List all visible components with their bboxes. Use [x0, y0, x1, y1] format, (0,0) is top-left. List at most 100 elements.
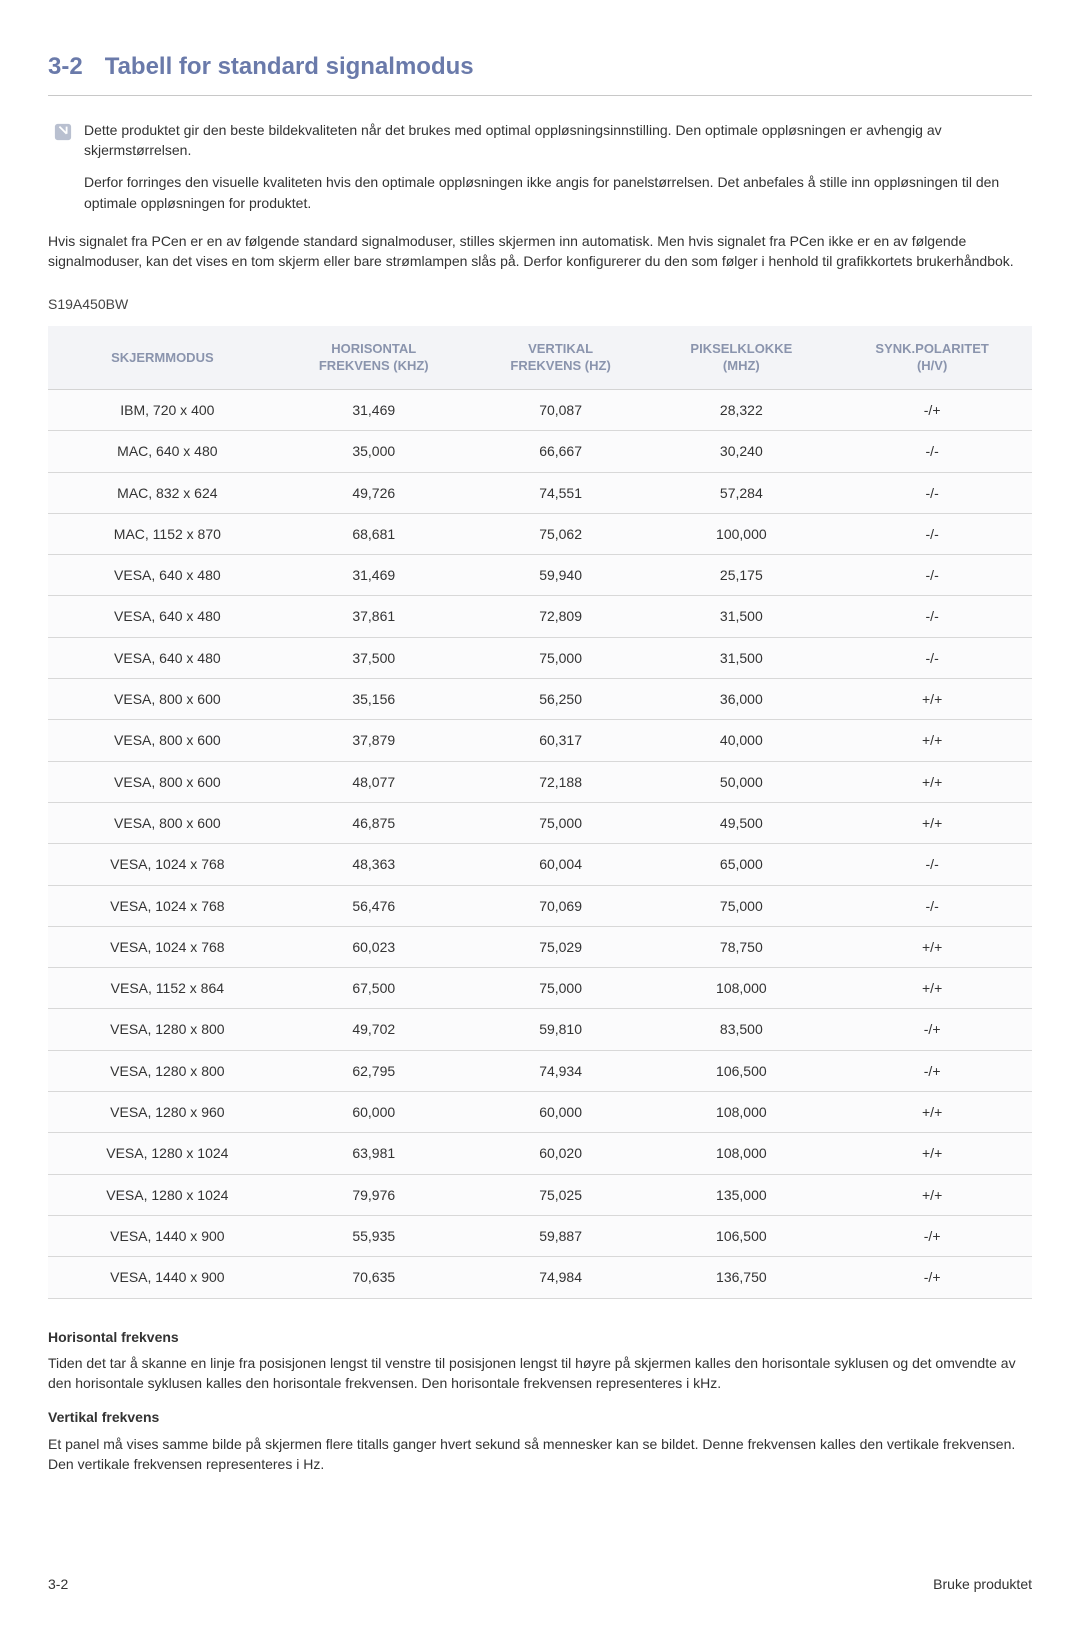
- table-cell: 106,500: [650, 1050, 832, 1091]
- table-row: VESA, 1024 x 76856,47670,06975,000-/-: [48, 885, 1032, 926]
- table-row: VESA, 1024 x 76848,36360,00465,000-/-: [48, 844, 1032, 885]
- table-cell: VESA, 640 x 480: [48, 596, 277, 637]
- table-cell: 108,000: [650, 1092, 832, 1133]
- model-label: S19A450BW: [48, 294, 1032, 314]
- table-cell: 75,000: [650, 885, 832, 926]
- table-cell: 83,500: [650, 1009, 832, 1050]
- table-cell: 50,000: [650, 761, 832, 802]
- table-cell: -/-: [832, 431, 1032, 472]
- table-header-row: SKJERMMODUS HORISONTALFREKVENS (KHZ) VER…: [48, 326, 1032, 390]
- table-cell: 31,500: [650, 596, 832, 637]
- table-cell: 75,029: [471, 926, 651, 967]
- table-cell: 75,000: [471, 637, 651, 678]
- table-cell: VESA, 800 x 600: [48, 802, 277, 843]
- table-cell: MAC, 1152 x 870: [48, 513, 277, 554]
- table-cell: -/-: [832, 637, 1032, 678]
- table-cell: 59,887: [471, 1215, 651, 1256]
- section-heading: 3-2 Tabell for standard signalmodus: [48, 50, 1032, 96]
- table-cell: 56,250: [471, 679, 651, 720]
- table-cell: 74,984: [471, 1257, 651, 1298]
- table-cell: +/+: [832, 968, 1032, 1009]
- table-row: VESA, 800 x 60046,87575,00049,500+/+: [48, 802, 1032, 843]
- table-row: VESA, 640 x 48037,50075,00031,500-/-: [48, 637, 1032, 678]
- table-cell: 63,981: [277, 1133, 471, 1174]
- table-cell: 135,000: [650, 1174, 832, 1215]
- table-row: IBM, 720 x 40031,46970,08728,322-/+: [48, 389, 1032, 430]
- table-cell: 36,000: [650, 679, 832, 720]
- table-cell: 75,000: [471, 802, 651, 843]
- table-cell: 75,025: [471, 1174, 651, 1215]
- table-cell: -/+: [832, 1215, 1032, 1256]
- table-cell: VESA, 1152 x 864: [48, 968, 277, 1009]
- table-cell: 67,500: [277, 968, 471, 1009]
- page-footer: 3-2 Bruke produktet: [48, 1574, 1032, 1594]
- table-cell: -/+: [832, 1050, 1032, 1091]
- table-row: MAC, 1152 x 87068,68175,062100,000-/-: [48, 513, 1032, 554]
- table-cell: 30,240: [650, 431, 832, 472]
- table-cell: VESA, 1280 x 1024: [48, 1133, 277, 1174]
- table-cell: +/+: [832, 1133, 1032, 1174]
- table-body: IBM, 720 x 40031,46970,08728,322-/+ MAC, …: [48, 389, 1032, 1298]
- table-cell: -/-: [832, 472, 1032, 513]
- table-cell: +/+: [832, 1174, 1032, 1215]
- col-header-mode: SKJERMMODUS: [48, 326, 277, 390]
- table-cell: 75,062: [471, 513, 651, 554]
- table-cell: 25,175: [650, 555, 832, 596]
- definition-body-h: Tiden det tar å skanne en linje fra posi…: [48, 1353, 1032, 1394]
- table-row: VESA, 1440 x 90070,63574,984136,750-/+: [48, 1257, 1032, 1298]
- table-cell: -/-: [832, 555, 1032, 596]
- table-row: VESA, 800 x 60035,15656,25036,000+/+: [48, 679, 1032, 720]
- col-header-pixelclock: PIKSELKLOKKE(MHZ): [650, 326, 832, 390]
- table-cell: 55,935: [277, 1215, 471, 1256]
- table-cell: VESA, 1280 x 800: [48, 1009, 277, 1050]
- definition-heading-v: Vertikal frekvens: [48, 1407, 1032, 1427]
- table-cell: +/+: [832, 720, 1032, 761]
- table-cell: VESA, 1280 x 1024: [48, 1174, 277, 1215]
- table-row: VESA, 1152 x 86467,50075,000108,000+/+: [48, 968, 1032, 1009]
- table-cell: 37,879: [277, 720, 471, 761]
- table-cell: 70,069: [471, 885, 651, 926]
- note-text-secondary: Derfor forringes den visuelle kvaliteten…: [84, 172, 1032, 213]
- table-cell: 37,500: [277, 637, 471, 678]
- table-cell: VESA, 1440 x 900: [48, 1215, 277, 1256]
- table-cell: +/+: [832, 679, 1032, 720]
- table-cell: 78,750: [650, 926, 832, 967]
- table-cell: 35,156: [277, 679, 471, 720]
- col-header-hfreq: HORISONTALFREKVENS (KHZ): [277, 326, 471, 390]
- table-cell: 60,317: [471, 720, 651, 761]
- table-cell: -/+: [832, 1257, 1032, 1298]
- table-cell: 74,934: [471, 1050, 651, 1091]
- table-cell: 60,020: [471, 1133, 651, 1174]
- table-row: VESA, 1280 x 96060,00060,000108,000+/+: [48, 1092, 1032, 1133]
- table-row: VESA, 640 x 48037,86172,80931,500-/-: [48, 596, 1032, 637]
- table-cell: -/-: [832, 885, 1032, 926]
- table-cell: +/+: [832, 761, 1032, 802]
- table-cell: VESA, 1440 x 900: [48, 1257, 277, 1298]
- table-cell: +/+: [832, 1092, 1032, 1133]
- table-cell: VESA, 640 x 480: [48, 555, 277, 596]
- table-cell: -/-: [832, 844, 1032, 885]
- table-cell: -/-: [832, 513, 1032, 554]
- table-cell: 59,940: [471, 555, 651, 596]
- table-cell: 31,469: [277, 555, 471, 596]
- table-row: VESA, 1280 x 80062,79574,934106,500-/+: [48, 1050, 1032, 1091]
- table-cell: 60,000: [471, 1092, 651, 1133]
- table-row: VESA, 1280 x 102463,98160,020108,000+/+: [48, 1133, 1032, 1174]
- table-cell: +/+: [832, 926, 1032, 967]
- table-cell: 72,188: [471, 761, 651, 802]
- table-cell: 40,000: [650, 720, 832, 761]
- note-text-primary: Dette produktet gir den beste bildekvali…: [84, 120, 1032, 161]
- table-cell: 56,476: [277, 885, 471, 926]
- table-cell: 136,750: [650, 1257, 832, 1298]
- table-row: VESA, 1024 x 76860,02375,02978,750+/+: [48, 926, 1032, 967]
- table-cell: VESA, 1024 x 768: [48, 885, 277, 926]
- table-row: VESA, 1440 x 90055,93559,887106,500-/+: [48, 1215, 1032, 1256]
- table-row: VESA, 800 x 60037,87960,31740,000+/+: [48, 720, 1032, 761]
- table-cell: -/+: [832, 1009, 1032, 1050]
- table-cell: 60,023: [277, 926, 471, 967]
- footer-right: Bruke produktet: [933, 1574, 1032, 1594]
- table-cell: 48,363: [277, 844, 471, 885]
- section-title: Tabell for standard signalmodus: [105, 50, 474, 85]
- table-cell: 70,087: [471, 389, 651, 430]
- intro-paragraph: Hvis signalet fra PCen er en av følgende…: [48, 231, 1032, 272]
